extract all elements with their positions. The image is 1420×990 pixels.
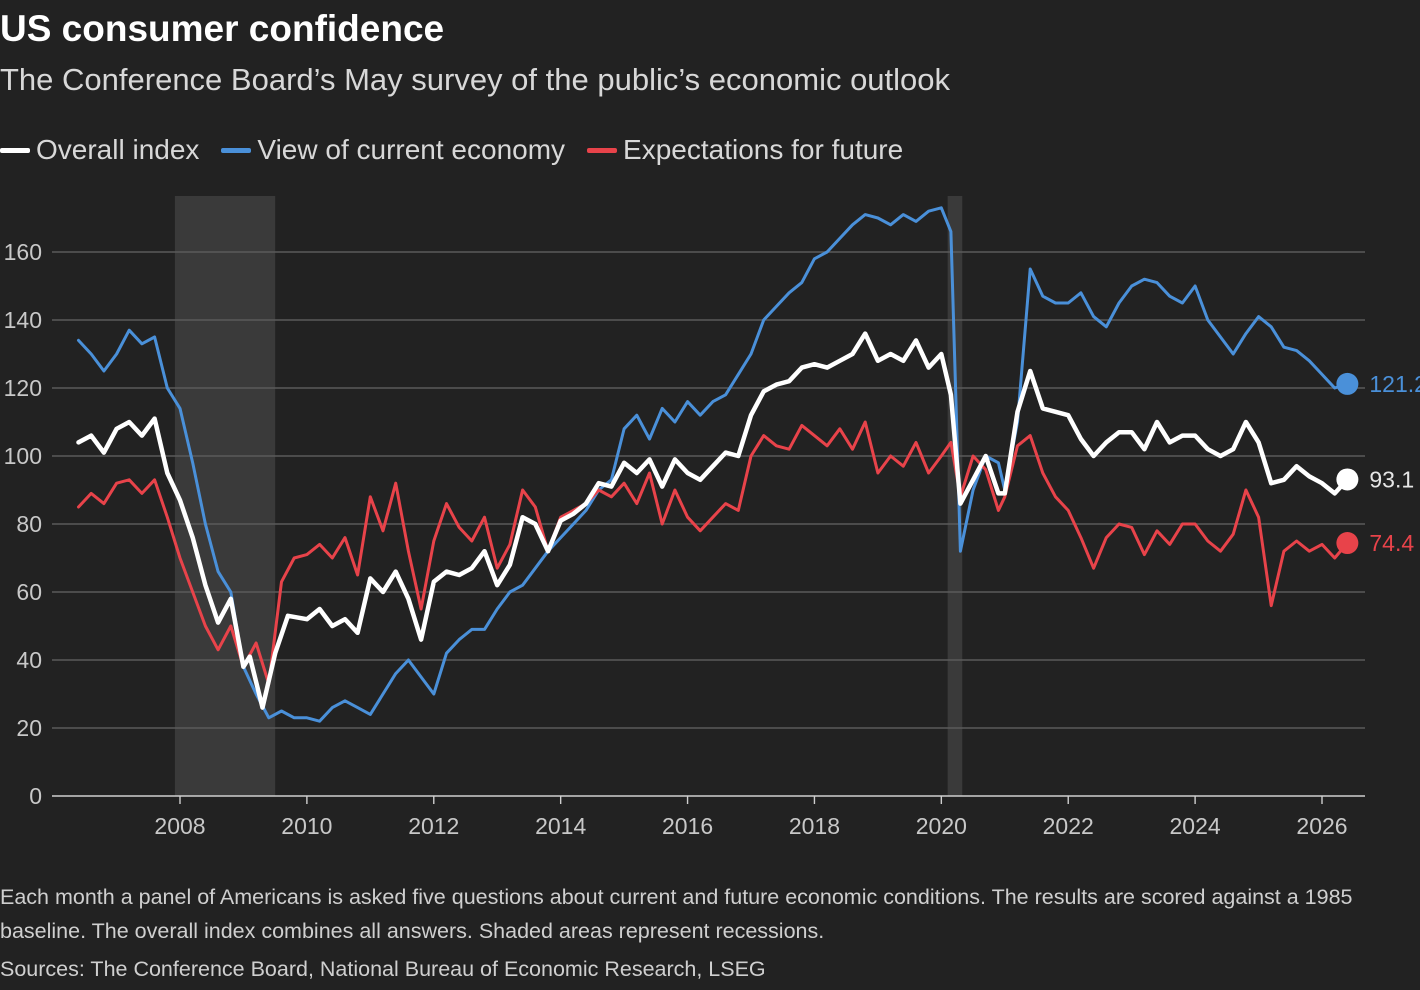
series-line-expectations xyxy=(77,420,1349,686)
chart-note: Each month a panel of Americans is asked… xyxy=(0,885,1353,943)
legend-swatch-current xyxy=(221,147,252,153)
legend-label-overall: Overall index xyxy=(36,134,200,165)
legend-item-current: View of current economy xyxy=(221,134,565,166)
y-tick-label-100: 100 xyxy=(4,443,42,469)
chart-subtitle: The Conference Board’s May survey of the… xyxy=(0,62,951,97)
series-line-current xyxy=(77,206,1349,723)
legend-item-overall: Overall index xyxy=(0,134,199,166)
y-tick-label-160: 160 xyxy=(4,239,42,265)
x-tick-label-2016: 2016 xyxy=(662,813,713,839)
x-tick-label-2014: 2014 xyxy=(535,813,586,839)
legend-label-expectations: Expectations for future xyxy=(623,134,904,165)
legend-item-expectations: Expectations for future xyxy=(587,134,903,166)
y-tick-label-140: 140 xyxy=(4,307,42,333)
x-tick-label-2020: 2020 xyxy=(916,813,967,839)
end-marker-overall xyxy=(1336,468,1359,491)
y-tick-label-0: 0 xyxy=(29,783,42,809)
x-tick-label-2018: 2018 xyxy=(789,813,840,839)
chart-title: US consumer confidence xyxy=(0,8,445,49)
gridlines xyxy=(52,251,1365,729)
y-tick-label-60: 60 xyxy=(16,579,42,605)
end-marker-current xyxy=(1336,372,1359,395)
legend: Overall index View of current economy Ex… xyxy=(0,134,925,166)
legend-swatch-expectations xyxy=(587,147,618,153)
chart-source: Sources: The Conference Board, National … xyxy=(0,957,766,981)
x-tick-label-2010: 2010 xyxy=(281,813,332,839)
recession-bands xyxy=(174,196,963,796)
axes: 0 20 40 60 80 100 120 140 160 2008 2010 2012 2014 201… xyxy=(4,239,1365,839)
legend-label-current: View of current economy xyxy=(257,134,566,165)
y-tick-label-40: 40 xyxy=(16,647,42,673)
end-markers: 121.2 74.4 93.1 xyxy=(1336,371,1420,556)
y-tick-label-120: 120 xyxy=(4,375,42,401)
x-tick-label-2026: 2026 xyxy=(1296,813,1347,839)
series-line-overall xyxy=(76,331,1350,710)
line-chart: 0 20 40 60 80 100 120 140 160 2008 2010 2012 2014 201… xyxy=(4,196,1420,839)
recession-band-1 xyxy=(947,196,963,796)
end-marker-expectations xyxy=(1336,532,1359,555)
y-tick-label-20: 20 xyxy=(16,715,42,741)
x-tick-label-2008: 2008 xyxy=(154,813,205,839)
x-tick-label-2022: 2022 xyxy=(1043,813,1094,839)
end-label-overall: 93.1 xyxy=(1369,466,1414,492)
end-label-current: 121.2 xyxy=(1369,371,1420,397)
x-tick-label-2012: 2012 xyxy=(408,813,459,839)
end-label-expectations: 74.4 xyxy=(1369,530,1414,556)
legend-swatch-overall xyxy=(0,147,30,153)
series-lines xyxy=(76,206,1350,723)
x-tick-label-2024: 2024 xyxy=(1170,813,1221,839)
y-tick-label-80: 80 xyxy=(16,511,42,537)
